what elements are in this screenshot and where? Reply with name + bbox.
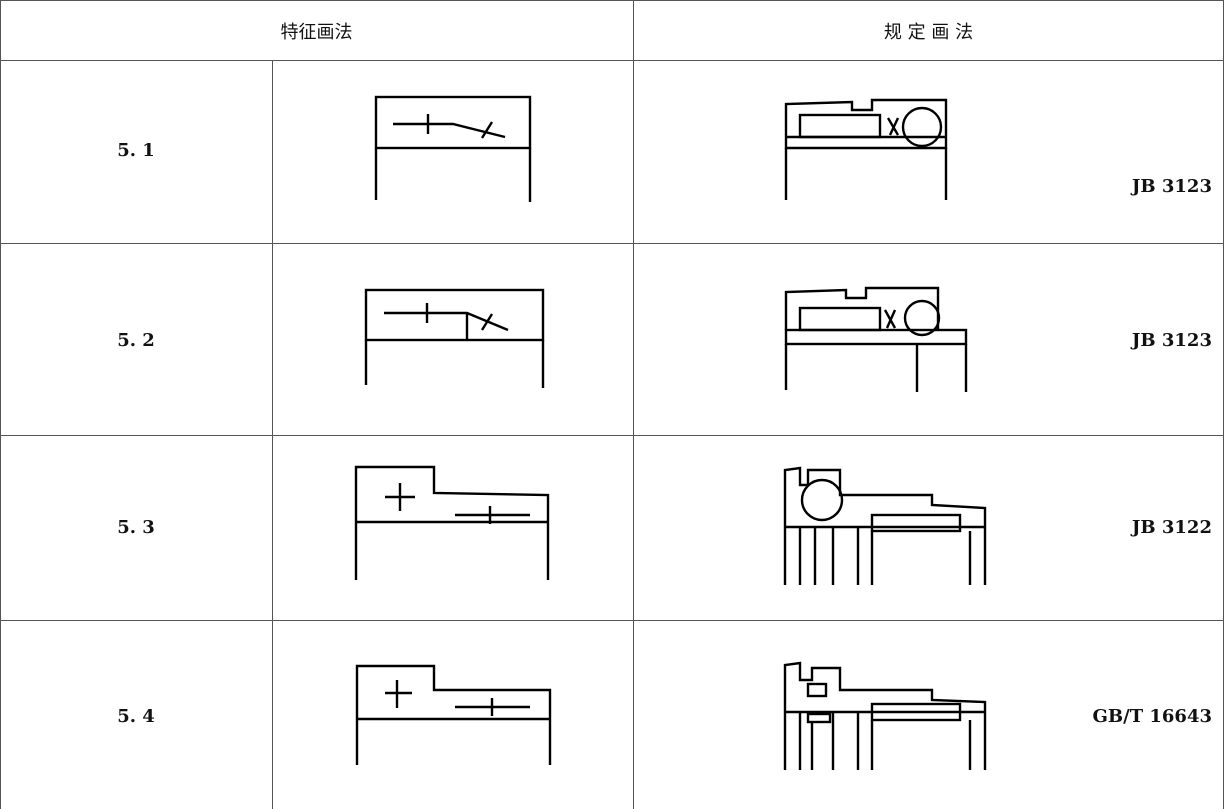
feature-drawing-1: [374, 95, 532, 202]
row-number: 5. 1: [117, 140, 155, 161]
row-number: 5. 4: [117, 706, 155, 727]
feature-drawing-3: [354, 465, 550, 580]
header-standard: 规 定 画 法: [883, 22, 974, 43]
row-number: 5. 2: [117, 330, 155, 351]
feature-drawing-4: [355, 664, 552, 765]
row-code: GB/T 16643: [1092, 706, 1212, 727]
header-feature: 特征画法: [280, 22, 353, 43]
standard-drawing-1: [784, 98, 948, 200]
standard-drawing-2: [784, 286, 968, 392]
row-number: 5. 3: [117, 517, 155, 538]
standard-drawing-4: [783, 661, 987, 770]
standard-drawing-3: [783, 466, 987, 585]
feature-drawing-2: [364, 288, 545, 388]
row-code: JB 3123: [1131, 176, 1212, 197]
row-code: JB 3123: [1131, 330, 1212, 351]
row-code: JB 3122: [1131, 517, 1212, 538]
